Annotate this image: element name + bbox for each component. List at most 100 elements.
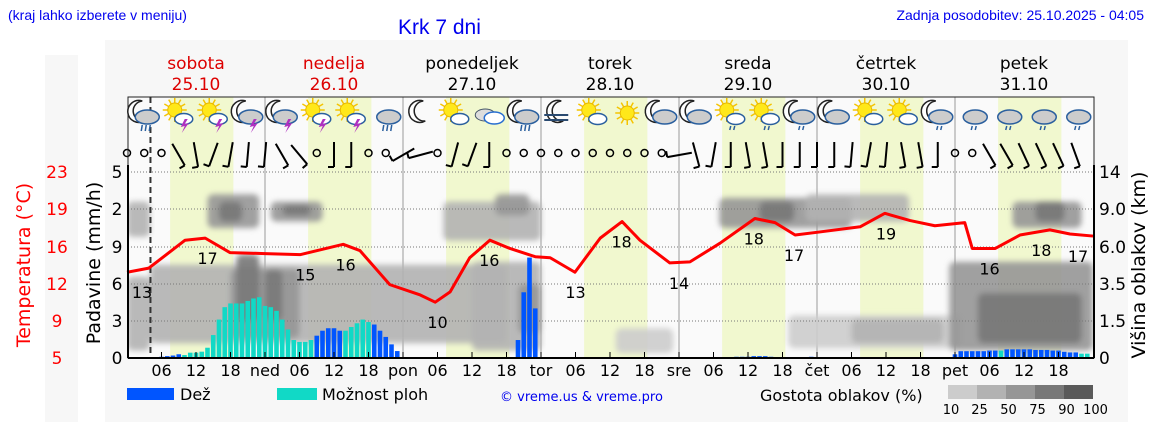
sun-ray <box>350 99 354 105</box>
showers-bar <box>291 340 297 358</box>
cloud <box>588 112 608 126</box>
barb-flag <box>761 165 768 169</box>
sun-cloud-drizzle-icon <box>714 98 746 131</box>
wind-calm-icon <box>588 148 597 158</box>
barb-shaft <box>710 142 717 167</box>
rain-bar <box>371 324 377 358</box>
sun-cloud-storm-icon <box>300 98 332 133</box>
density-level-label: 90 <box>1058 403 1075 418</box>
sun-cloud-icon <box>887 98 918 126</box>
barb-shaft <box>262 141 268 168</box>
barb-shaft <box>999 143 1014 166</box>
x-tick-label: čet <box>805 361 830 380</box>
sun-ray <box>620 118 625 124</box>
lightning-bolt <box>284 119 293 133</box>
density-level-label: 25 <box>971 403 988 418</box>
drizzle-drop <box>1043 125 1046 131</box>
rain-bar <box>331 328 337 358</box>
temp-axis-panel <box>45 55 78 422</box>
temperature-tick: 5 <box>52 349 63 369</box>
sun-cloud-storm-icon <box>162 98 194 133</box>
showers-bar <box>245 300 251 358</box>
barb-flag <box>301 163 308 169</box>
sun-ray <box>902 99 906 105</box>
sun-ray <box>888 103 894 108</box>
rain-bar <box>527 257 532 358</box>
sun-ray <box>892 115 897 121</box>
x-tick-label: 18 <box>496 361 516 380</box>
drizzle-drop <box>936 125 939 131</box>
day-name: sreda <box>724 54 771 74</box>
sun-cloud-storm-icon <box>197 98 228 133</box>
barb-shaft <box>900 142 907 167</box>
showers-bar <box>222 307 228 358</box>
sun-ray <box>577 103 584 108</box>
cloud <box>760 112 780 126</box>
cloud-height-tick: 3.5 <box>1099 275 1126 295</box>
x-tick-label: 18 <box>1048 361 1068 380</box>
drizzle-drop <box>802 125 805 131</box>
wind-calm-icon <box>657 148 666 158</box>
showers-bar <box>262 305 268 358</box>
day-name: nedelja <box>303 54 365 74</box>
temperature-label: 18 <box>744 230 764 249</box>
menu-hint[interactable]: (kraj lahko izberete v meniju) <box>8 7 187 23</box>
temperature-label: 17 <box>1068 247 1088 266</box>
cloud <box>790 109 816 125</box>
day-date: 26.10 <box>310 75 359 95</box>
wind-barb-icon <box>705 142 717 168</box>
wind-barb-icon <box>982 143 997 170</box>
temperature-label: 13 <box>565 283 585 302</box>
sun-ray <box>202 99 207 105</box>
drizzle-drop <box>1005 125 1008 131</box>
wind-barb-icon <box>761 142 769 169</box>
showers-bar <box>187 352 193 358</box>
cloud-layer <box>265 269 283 321</box>
barb-shaft <box>865 142 872 167</box>
sun-ray <box>340 115 345 121</box>
lightning-bolt <box>180 119 189 133</box>
barb-flag <box>665 151 669 158</box>
sun-ray <box>715 112 722 117</box>
wind-barb-icon <box>290 144 308 169</box>
wind-barb-icon <box>691 142 701 170</box>
wind-barb-icon <box>406 150 434 160</box>
x-tick-label: 12 <box>324 361 344 380</box>
x-tick-label: 18 <box>772 361 792 380</box>
rain-bar <box>377 330 383 358</box>
showers-bar <box>279 319 285 358</box>
drizzle-drop <box>763 125 766 131</box>
wind-barb-icon <box>461 142 478 168</box>
cloud <box>898 112 918 126</box>
x-tick-label: sre <box>667 361 691 380</box>
sun-cloud-drizzle-icon <box>749 98 780 131</box>
rain-bar <box>170 355 176 358</box>
temperature-label: 10 <box>427 313 447 332</box>
wind-barb-icon <box>1070 142 1081 170</box>
sun-ray <box>870 103 876 108</box>
x-tick-label: 06 <box>427 361 447 380</box>
barb-flag <box>1007 164 1014 170</box>
x-tick-label: 12 <box>738 361 758 380</box>
x-tick-label: 06 <box>151 361 171 380</box>
cloud <box>450 112 470 126</box>
moon-icon <box>408 99 426 124</box>
cloud <box>134 109 160 125</box>
showers-bar <box>285 329 291 358</box>
wind-barb-icon <box>1034 142 1048 170</box>
barb-shaft <box>466 142 478 167</box>
sun-ray <box>163 112 170 117</box>
temperature-label: 14 <box>669 274 689 293</box>
wind-barb-icon <box>793 142 801 168</box>
sun-ray <box>715 103 722 108</box>
rain-bar <box>964 351 969 358</box>
barb-flag <box>1057 164 1064 170</box>
credit-link[interactable]: © vreme.us & vreme.pro <box>500 390 663 405</box>
moon-cloud-icon <box>679 99 712 125</box>
sun-ray <box>764 99 768 105</box>
sun-ray <box>720 115 724 121</box>
cloud <box>928 109 954 125</box>
wind-calm-icon <box>536 148 546 158</box>
sun-ray <box>212 99 216 105</box>
barb-shaft <box>245 141 250 168</box>
